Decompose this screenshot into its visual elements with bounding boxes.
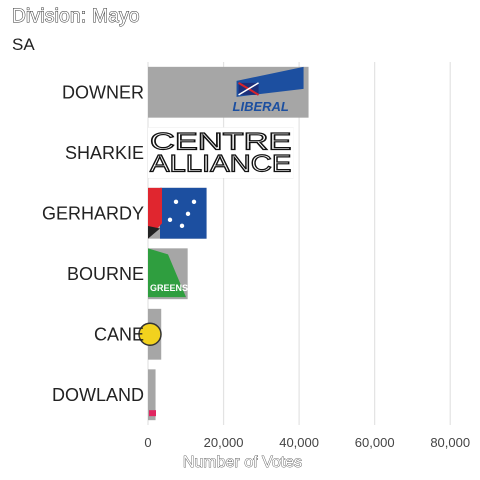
category-label-sharkie: SHARKIE [65, 143, 144, 163]
x-axis-title: Number of Votes [183, 454, 302, 471]
liberal-logo-text: LIBERAL [233, 99, 289, 114]
category-label-dowland: DOWLAND [52, 385, 144, 405]
category-label-cane: CANE [94, 324, 144, 344]
party-emblem-icon [149, 410, 156, 416]
x-tick-label-3: 60,000 [355, 435, 395, 450]
x-tick-label-2: 40,000 [279, 435, 319, 450]
x-tick-label-0: 0 [144, 435, 151, 450]
flag-logo [148, 188, 207, 239]
centre-alliance-logo-text: ALLIANCE [150, 150, 291, 177]
star-icon [180, 224, 184, 228]
star-icon [168, 218, 172, 222]
bar-group-bourne: GREENS [148, 248, 188, 299]
bar-group-downer: LIBERAL [148, 67, 309, 118]
bar-group-gerhardy [148, 188, 207, 239]
flag-blue-field [160, 188, 207, 239]
star-icon [186, 212, 190, 216]
x-tick-label-1: 20,000 [204, 435, 244, 450]
star-icon [192, 200, 196, 204]
star-icon [174, 200, 178, 204]
greens-logo-text: GREENS [150, 283, 188, 293]
x-tick-label-4: 80,000 [430, 435, 470, 450]
category-label-downer: DOWNER [62, 82, 144, 102]
category-label-gerhardy: GERHARDY [42, 203, 144, 223]
category-label-bourne: BOURNE [67, 264, 144, 284]
bar-group-dowland [148, 369, 156, 420]
